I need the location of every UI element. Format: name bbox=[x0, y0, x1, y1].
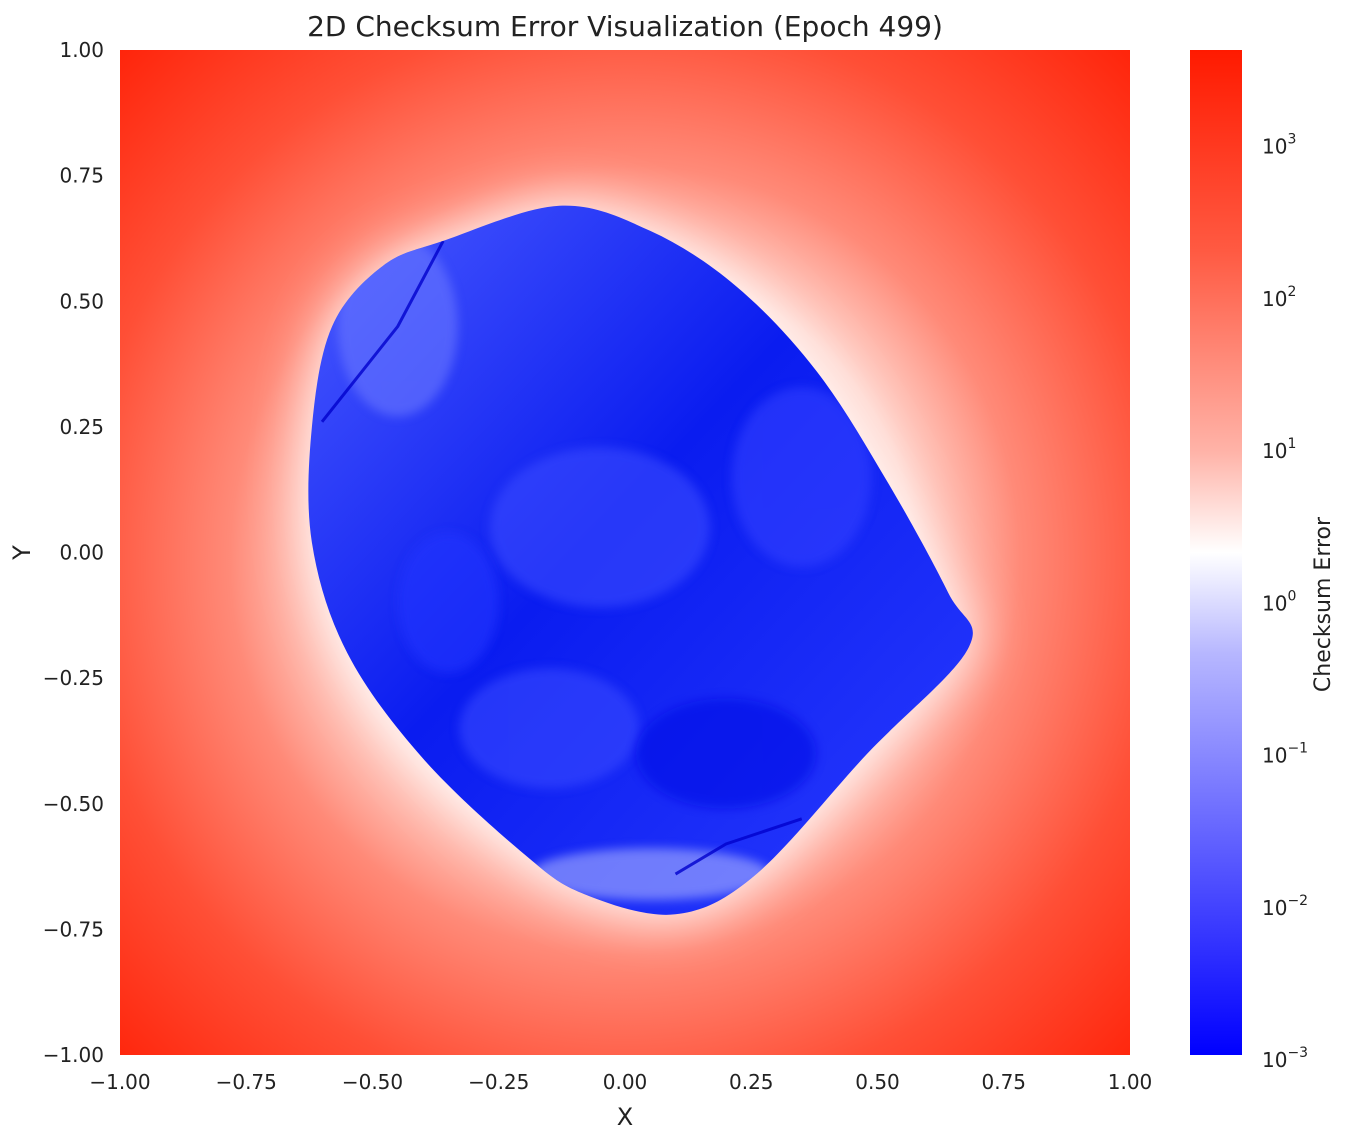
y-tick-label: 0.50 bbox=[59, 289, 104, 313]
chart-title: 2D Checksum Error Visualization (Epoch 4… bbox=[307, 10, 943, 43]
texture-patch bbox=[398, 532, 499, 673]
x-tick-label: 0.00 bbox=[603, 1070, 648, 1094]
colorbar-ticks: 103 102 101 100 10−1 10−2 10−3 bbox=[1262, 132, 1308, 1072]
x-axis-ticks: −1.00 −0.75 −0.50 −0.25 0.00 0.25 0.50 0.75 1.00 bbox=[89, 1070, 1152, 1094]
x-tick-label: 0.50 bbox=[855, 1070, 900, 1094]
texture-patch bbox=[530, 848, 771, 901]
texture-patch bbox=[489, 447, 710, 608]
y-tick-label: −0.75 bbox=[43, 917, 104, 941]
texture-patch bbox=[459, 668, 640, 789]
y-tick-label: 1.00 bbox=[59, 38, 104, 62]
texture-ridge bbox=[320, 240, 445, 423]
x-axis-label: X bbox=[617, 1103, 633, 1131]
y-axis-ticks: 1.00 0.75 0.50 0.25 0.00 −0.25 −0.50 −0.75 −1.00 bbox=[43, 38, 104, 1067]
colorbar-tick-label: 10−1 bbox=[1262, 741, 1308, 768]
x-tick-label: −0.75 bbox=[216, 1070, 277, 1094]
x-tick-label: −0.50 bbox=[342, 1070, 403, 1094]
colorbar-tick-label: 100 bbox=[1262, 588, 1296, 615]
texture-patch bbox=[731, 387, 872, 568]
texture-ridge bbox=[674, 817, 803, 876]
x-tick-label: −0.25 bbox=[468, 1070, 529, 1094]
x-tick-label: 0.75 bbox=[981, 1070, 1026, 1094]
colorbar-tick-label: 101 bbox=[1262, 436, 1296, 463]
y-tick-label: 0.00 bbox=[59, 541, 104, 565]
colorbar-tick-label: 10−3 bbox=[1262, 1045, 1308, 1072]
heatmap-plot-area bbox=[120, 50, 1130, 1055]
y-axis-label: Y bbox=[8, 545, 36, 561]
x-tick-label: 1.00 bbox=[1108, 1070, 1153, 1094]
y-tick-label: 0.75 bbox=[59, 164, 104, 188]
colorbar bbox=[1190, 50, 1242, 1055]
low-error-texture bbox=[320, 236, 872, 901]
colorbar-tick-label: 10−2 bbox=[1262, 893, 1308, 920]
colorbar-tick-label: 103 bbox=[1262, 132, 1296, 159]
y-tick-label: −1.00 bbox=[43, 1043, 104, 1067]
y-tick-label: 0.25 bbox=[59, 415, 104, 439]
colorbar-label: Checksum Error bbox=[1311, 516, 1336, 692]
x-tick-label: −1.00 bbox=[89, 1070, 150, 1094]
y-tick-label: −0.25 bbox=[43, 666, 104, 690]
y-tick-label: −0.50 bbox=[43, 792, 104, 816]
colorbar-tick-label: 102 bbox=[1262, 284, 1296, 311]
texture-patch bbox=[636, 698, 816, 809]
x-tick-label: 0.25 bbox=[729, 1070, 774, 1094]
